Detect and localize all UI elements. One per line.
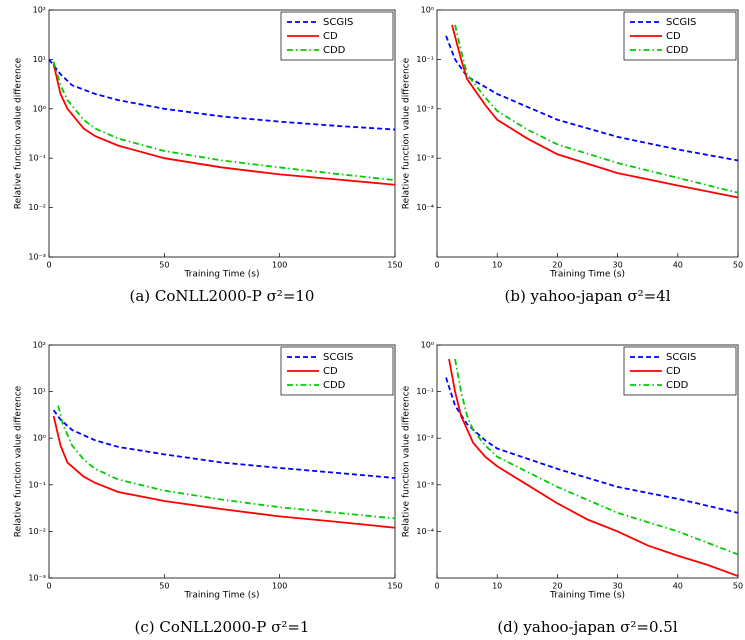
legend-label: CD [666,366,681,377]
x-axis-label: Training Time (s) [549,591,625,601]
y-tick-label: 10⁰ [33,104,46,113]
legend-label: CDD [323,380,346,391]
y-tick-label: 10⁻¹ [28,154,46,163]
x-tick-label: 30 [613,582,623,591]
y-tick-label: 10⁰ [421,6,434,15]
series-line [48,58,396,131]
series-line [448,358,739,577]
legend-label: CD [323,366,338,377]
series-line [52,409,396,479]
series-line [451,24,739,199]
y-tick-label: 10⁻³ [416,480,434,489]
y-tick-label: 10⁻¹ [28,480,46,489]
x-axis-label: Training Time (s) [549,270,625,280]
x-tick-label: 100 [272,261,287,270]
x-tick-label: 10 [492,582,502,591]
y-tick-label: 10² [33,6,46,15]
x-axis-label: Training Time (s) [184,591,260,601]
y-tick-label: 10⁰ [33,434,46,443]
y-axis-label: Relative function value difference [402,57,412,209]
x-tick-label: 100 [272,582,287,591]
legend-label: CD [323,31,338,42]
x-tick-label: 40 [673,582,683,591]
y-tick-label: 10⁻² [416,434,434,443]
x-tick-label: 50 [733,582,743,591]
x-tick-label: 0 [46,261,51,270]
legend-label: CDD [666,45,689,56]
y-axis-label: Relative function value difference [14,57,24,209]
y-axis-label: Relative function value difference [402,385,412,537]
series-line [454,24,739,194]
y-tick-label: 10⁻² [416,104,434,113]
x-tick-label: 30 [613,261,623,270]
x-tick-label: 0 [434,261,439,270]
x-tick-label: 20 [552,582,562,591]
x-tick-label: 0 [434,582,439,591]
y-tick-label: 10⁻³ [416,154,434,163]
legend-label: SCGIS [323,352,353,363]
y-tick-label: 10¹ [33,55,46,64]
x-tick-label: 20 [552,261,562,270]
legend-label: CD [666,31,681,42]
series-line [445,377,739,514]
y-tick-label: 10⁻⁴ [416,527,434,536]
caption: (a) CoNLL2000-P σ²=10 [130,287,315,305]
legend-label: CDD [666,380,689,391]
caption: (b) yahoo-japan σ²=4l [504,287,670,305]
y-tick-label: 10⁻² [28,527,46,536]
x-tick-label: 50 [733,261,743,270]
legend-label: SCGIS [666,352,696,363]
series-line [52,415,396,529]
y-tick-label: 10⁻² [28,203,46,212]
y-tick-label: 10⁻³ [28,574,46,583]
series-line [52,63,396,186]
x-tick-label: 150 [387,582,402,591]
y-tick-label: 10⁻¹ [416,55,434,64]
y-tick-label: 10⁻¹ [416,387,434,396]
y-tick-label: 10⁰ [421,341,434,350]
y-tick-label: 10¹ [33,387,46,396]
x-axis-label: Training Time (s) [184,270,260,280]
caption: (d) yahoo-japan σ²=0.5l [497,618,678,636]
legend-label: SCGIS [666,17,696,28]
x-tick-label: 50 [159,261,169,270]
legend-label: CDD [323,45,346,56]
x-tick-label: 0 [46,582,51,591]
y-tick-label: 10² [33,341,46,350]
y-axis-label: Relative function value difference [14,385,24,537]
x-tick-label: 10 [492,261,502,270]
series-line [454,358,739,556]
series-line [445,35,739,162]
x-tick-label: 40 [673,261,683,270]
x-tick-label: 150 [387,261,402,270]
legend-label: SCGIS [323,17,353,28]
y-tick-label: 10⁻⁴ [416,203,434,212]
series-line [57,405,396,520]
x-tick-label: 50 [159,582,169,591]
caption: (c) CoNLL2000-P σ²=1 [135,618,310,636]
y-tick-label: 10⁻³ [28,253,46,262]
